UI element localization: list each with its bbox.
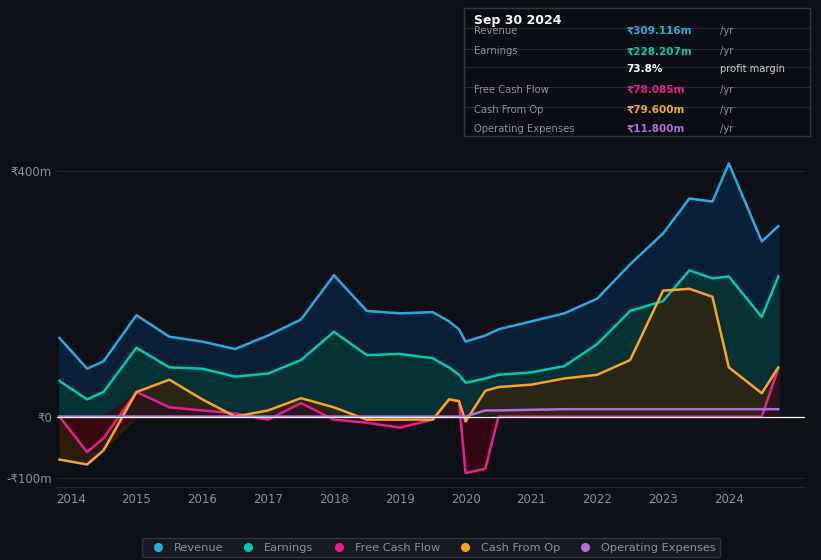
Text: Earnings: Earnings bbox=[475, 46, 518, 57]
Text: Cash From Op: Cash From Op bbox=[475, 105, 544, 115]
Text: /yr: /yr bbox=[720, 46, 734, 57]
Text: Operating Expenses: Operating Expenses bbox=[475, 124, 575, 134]
Text: Revenue: Revenue bbox=[475, 26, 517, 36]
Text: /yr: /yr bbox=[720, 124, 734, 134]
Text: /yr: /yr bbox=[720, 26, 734, 36]
Text: Sep 30 2024: Sep 30 2024 bbox=[475, 14, 562, 27]
Text: ₹309.116m: ₹309.116m bbox=[626, 26, 692, 36]
Text: ₹78.085m: ₹78.085m bbox=[626, 85, 686, 95]
Text: /yr: /yr bbox=[720, 85, 734, 95]
Text: ₹79.600m: ₹79.600m bbox=[626, 105, 685, 115]
Text: Free Cash Flow: Free Cash Flow bbox=[475, 85, 549, 95]
Text: ₹228.207m: ₹228.207m bbox=[626, 46, 692, 57]
Text: /yr: /yr bbox=[720, 105, 734, 115]
Text: ₹11.800m: ₹11.800m bbox=[626, 124, 685, 134]
Text: profit margin: profit margin bbox=[720, 64, 785, 74]
Text: 73.8%: 73.8% bbox=[626, 64, 663, 74]
Legend: Revenue, Earnings, Free Cash Flow, Cash From Op, Operating Expenses: Revenue, Earnings, Free Cash Flow, Cash … bbox=[141, 538, 721, 557]
